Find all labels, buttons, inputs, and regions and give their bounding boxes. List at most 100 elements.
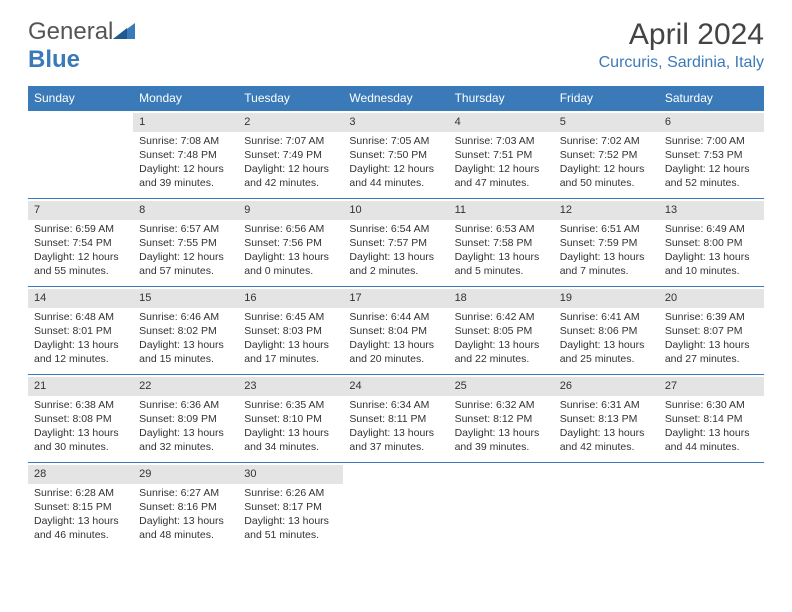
day-number: 13 [659,201,764,220]
calendar-day-cell: 1Sunrise: 7:08 AMSunset: 7:48 PMDaylight… [133,111,238,199]
day-number: 3 [343,113,448,132]
sunset-text: Sunset: 7:48 PM [139,148,232,162]
calendar-table: SundayMondayTuesdayWednesdayThursdayFrid… [28,86,764,551]
daylight-text: Daylight: 12 hours and 44 minutes. [349,162,442,190]
day-number: 23 [238,377,343,396]
sunset-text: Sunset: 8:02 PM [139,324,232,338]
sunset-text: Sunset: 7:51 PM [455,148,548,162]
sunset-text: Sunset: 8:15 PM [34,500,127,514]
calendar-day-cell: 4Sunrise: 7:03 AMSunset: 7:51 PMDaylight… [449,111,554,199]
sunset-text: Sunset: 7:57 PM [349,236,442,250]
calendar-day-cell: 18Sunrise: 6:42 AMSunset: 8:05 PMDayligh… [449,287,554,375]
day-number: 19 [554,289,659,308]
calendar-day-cell: 7Sunrise: 6:59 AMSunset: 7:54 PMDaylight… [28,199,133,287]
sunrise-text: Sunrise: 6:53 AM [455,222,548,236]
calendar-day-cell [449,463,554,551]
sunrise-text: Sunrise: 6:51 AM [560,222,653,236]
title-block: April 2024 Curcuris, Sardinia, Italy [599,18,764,72]
day-number: 24 [343,377,448,396]
sunrise-text: Sunrise: 6:32 AM [455,398,548,412]
sunrise-text: Sunrise: 7:03 AM [455,134,548,148]
daylight-text: Daylight: 12 hours and 47 minutes. [455,162,548,190]
calendar-head: SundayMondayTuesdayWednesdayThursdayFrid… [28,86,764,111]
calendar-week-row: 21Sunrise: 6:38 AMSunset: 8:08 PMDayligh… [28,375,764,463]
calendar-day-cell: 15Sunrise: 6:46 AMSunset: 8:02 PMDayligh… [133,287,238,375]
calendar-day-cell: 11Sunrise: 6:53 AMSunset: 7:58 PMDayligh… [449,199,554,287]
calendar-day-cell: 26Sunrise: 6:31 AMSunset: 8:13 PMDayligh… [554,375,659,463]
day-number: 30 [238,465,343,484]
day-number: 10 [343,201,448,220]
daylight-text: Daylight: 13 hours and 0 minutes. [244,250,337,278]
sunset-text: Sunset: 7:56 PM [244,236,337,250]
calendar-day-cell [554,463,659,551]
sunset-text: Sunset: 8:12 PM [455,412,548,426]
sunrise-text: Sunrise: 7:05 AM [349,134,442,148]
day-header: Saturday [659,86,764,111]
sunrise-text: Sunrise: 6:48 AM [34,310,127,324]
sunset-text: Sunset: 8:00 PM [665,236,758,250]
daylight-text: Daylight: 13 hours and 10 minutes. [665,250,758,278]
daylight-text: Daylight: 13 hours and 39 minutes. [455,426,548,454]
sunrise-text: Sunrise: 6:36 AM [139,398,232,412]
sunrise-text: Sunrise: 6:54 AM [349,222,442,236]
calendar-day-cell: 21Sunrise: 6:38 AMSunset: 8:08 PMDayligh… [28,375,133,463]
daylight-text: Daylight: 13 hours and 48 minutes. [139,514,232,542]
calendar-day-cell: 8Sunrise: 6:57 AMSunset: 7:55 PMDaylight… [133,199,238,287]
sunset-text: Sunset: 7:54 PM [34,236,127,250]
sunset-text: Sunset: 8:04 PM [349,324,442,338]
sunrise-text: Sunrise: 7:00 AM [665,134,758,148]
calendar-day-cell: 10 Sunrise: 6:54 AMSunset: 7:57 PMDayligh… [343,199,448,287]
day-number: 7 [28,201,133,220]
daylight-text: Daylight: 12 hours and 57 minutes. [139,250,232,278]
day-header: Wednesday [343,86,448,111]
day-header: Tuesday [238,86,343,111]
daylight-text: Daylight: 13 hours and 15 minutes. [139,338,232,366]
day-number: 5 [554,113,659,132]
daylight-text: Daylight: 13 hours and 42 minutes. [560,426,653,454]
calendar-day-cell: 29Sunrise: 6:27 AMSunset: 8:16 PMDayligh… [133,463,238,551]
sunrise-text: Sunrise: 7:02 AM [560,134,653,148]
day-number: 2 [238,113,343,132]
daylight-text: Daylight: 12 hours and 39 minutes. [139,162,232,190]
day-number: 29 [133,465,238,484]
day-number: 9 [238,201,343,220]
sunrise-text: Sunrise: 6:45 AM [244,310,337,324]
day-header: Thursday [449,86,554,111]
daylight-text: Daylight: 13 hours and 37 minutes. [349,426,442,454]
day-number: 1 [133,113,238,132]
daylight-text: Daylight: 13 hours and 51 minutes. [244,514,337,542]
sunset-text: Sunset: 8:10 PM [244,412,337,426]
daylight-text: Daylight: 13 hours and 44 minutes. [665,426,758,454]
daylight-text: Daylight: 13 hours and 12 minutes. [34,338,127,366]
calendar-day-cell: 2Sunrise: 7:07 AMSunset: 7:49 PMDaylight… [238,111,343,199]
day-number: 20 [659,289,764,308]
day-number: 16 [238,289,343,308]
sunset-text: Sunset: 8:08 PM [34,412,127,426]
calendar-body: 1Sunrise: 7:08 AMSunset: 7:48 PMDaylight… [28,111,764,551]
day-number: 28 [28,465,133,484]
logo: GeneralBlue [28,18,135,74]
calendar-day-cell [659,463,764,551]
sunset-text: Sunset: 7:49 PM [244,148,337,162]
logo-text-blue: Blue [28,46,80,73]
day-number: 11 [449,201,554,220]
sunrise-text: Sunrise: 6:31 AM [560,398,653,412]
day-number: 8 [133,201,238,220]
sunrise-text: Sunrise: 6:38 AM [34,398,127,412]
sunset-text: Sunset: 8:16 PM [139,500,232,514]
sunrise-text: Sunrise: 6:46 AM [139,310,232,324]
header: GeneralBlue April 2024 Curcuris, Sardini… [28,18,764,74]
daylight-text: Daylight: 13 hours and 5 minutes. [455,250,548,278]
calendar-day-cell [28,111,133,199]
calendar-day-cell: 22Sunrise: 6:36 AMSunset: 8:09 PMDayligh… [133,375,238,463]
sunrise-text: Sunrise: 6:49 AM [665,222,758,236]
daylight-text: Daylight: 13 hours and 2 minutes. [349,250,442,278]
sunset-text: Sunset: 7:55 PM [139,236,232,250]
calendar-day-cell: 19Sunrise: 6:41 AMSunset: 8:06 PMDayligh… [554,287,659,375]
sunrise-text: Sunrise: 6:26 AM [244,486,337,500]
day-header: Sunday [28,86,133,111]
sunset-text: Sunset: 7:52 PM [560,148,653,162]
sunset-text: Sunset: 8:09 PM [139,412,232,426]
calendar-day-cell: 3Sunrise: 7:05 AMSunset: 7:50 PMDaylight… [343,111,448,199]
sunrise-text: Sunrise: 7:07 AM [244,134,337,148]
